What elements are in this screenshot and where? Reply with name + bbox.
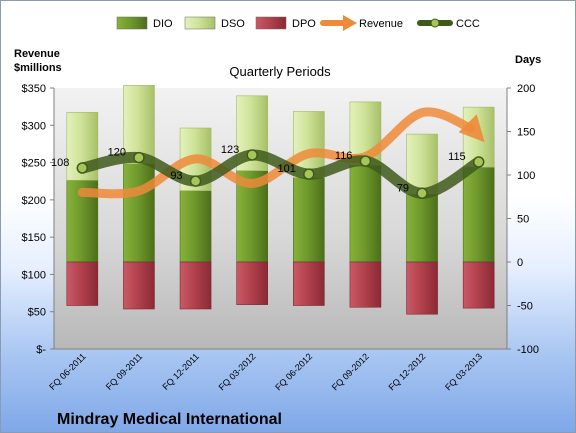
ccc-point (76, 162, 89, 174)
category-label: FQ 06-2011 (47, 351, 88, 392)
ccc-data-label: 108 (51, 157, 69, 169)
legend-label: DSO (221, 18, 245, 30)
right-tick-label: -100 (517, 344, 539, 356)
bar-dpo (179, 261, 212, 310)
ccc-data-label: 93 (170, 170, 182, 182)
legend-swatch (116, 16, 148, 30)
right-tick-label: 150 (517, 127, 535, 139)
ccc-point (133, 151, 145, 164)
ccc-point (416, 187, 428, 200)
bar-dpo (462, 261, 495, 309)
ccc-data-label: 120 (108, 147, 126, 159)
left-tick-label: $50 (28, 307, 46, 319)
left-tick-label: $300 (22, 120, 46, 132)
legend-label: Revenue (359, 18, 403, 30)
ccc-data-label: 115 (448, 151, 466, 163)
right-tick-label: 0 (517, 257, 523, 269)
legend-label: CCC (456, 18, 480, 30)
ccc-point (246, 149, 258, 161)
bar-dpo (66, 261, 99, 306)
left-tick-label: $150 (22, 232, 46, 244)
legend-arrowhead (343, 15, 357, 31)
bar-dpo (293, 261, 325, 306)
right-tick-label: 200 (517, 83, 535, 95)
bar-dpo (406, 261, 438, 315)
legend-swatch-ccc-dot (430, 18, 440, 28)
right-tick-label: 100 (517, 170, 535, 182)
category-label: FQ 06-2012 (273, 351, 314, 392)
category-label: FQ 03-2012 (217, 351, 258, 392)
ccc-data-label: 101 (277, 163, 295, 175)
ccc-point (472, 156, 485, 168)
category-label: FQ 09-2011 (104, 351, 145, 392)
right-axis-label: Days (515, 54, 541, 66)
legend-label: DPO (292, 18, 316, 30)
left-axis-label-line1: Revenue (14, 48, 60, 60)
bar-dpo (236, 261, 268, 305)
revenue-line (77, 107, 476, 199)
legend-swatch (184, 16, 216, 30)
bar-dio (349, 165, 382, 263)
left-tick-label: $- (36, 344, 46, 356)
left-tick-label: $250 (22, 158, 46, 170)
right-tick-label: -50 (517, 301, 533, 313)
left-tick-label: $100 (22, 269, 46, 281)
ccc-point (303, 168, 315, 180)
chart-title: Quarterly Periods (229, 64, 331, 79)
ccc-data-label: 116 (335, 150, 353, 162)
ccc-point (189, 175, 202, 187)
ccc-point (359, 155, 372, 167)
category-label: FQ 12-2012 (386, 351, 427, 392)
ccc-data-label: 123 (221, 144, 239, 156)
legend-label: DIO (153, 18, 173, 30)
category-label: FQ 12-2011 (160, 351, 201, 392)
company-name: Mindray Medical International (57, 411, 282, 428)
left-axis-label-line2: $millions (14, 62, 62, 74)
bar-dso (123, 85, 155, 164)
right-tick-label: 50 (517, 214, 529, 226)
left-tick-label: $350 (22, 83, 46, 95)
ccc-data-label: 79 (397, 182, 409, 194)
bar-dso (406, 133, 438, 195)
category-label: FQ 03-2013 (443, 351, 484, 392)
bar-dpo (349, 261, 382, 308)
bar-dio (179, 190, 212, 263)
bar-dio (406, 193, 438, 263)
bar-dio (462, 166, 495, 263)
category-label: FQ 09-2012 (330, 351, 371, 392)
plot-area (54, 88, 507, 349)
legend-swatch (255, 16, 287, 30)
bar-dio (123, 163, 155, 263)
bar-dio (293, 177, 325, 263)
left-tick-label: $200 (22, 195, 46, 207)
revenue-arrowhead (458, 114, 485, 143)
bar-dpo (123, 261, 155, 310)
